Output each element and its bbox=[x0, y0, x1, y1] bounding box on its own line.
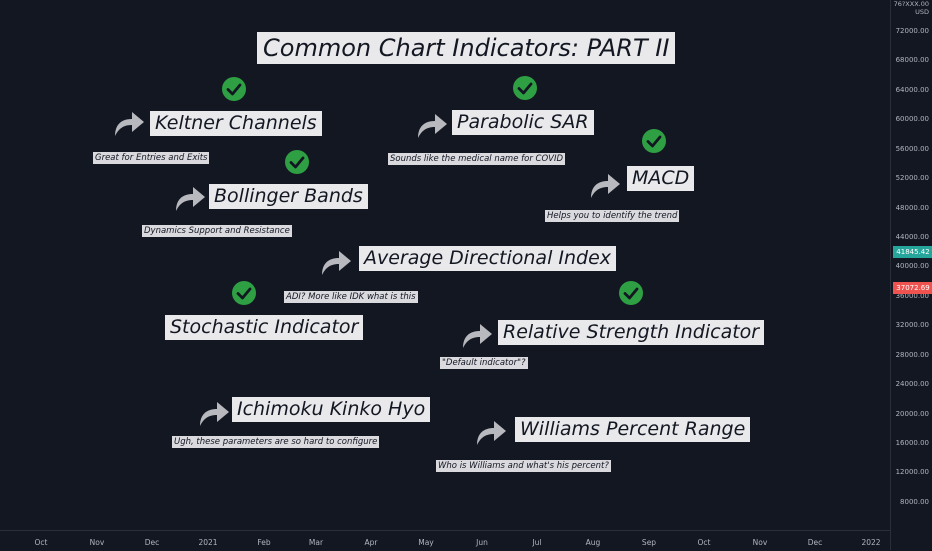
price-tick: 32000.00 bbox=[895, 321, 929, 329]
time-tick: Apr bbox=[364, 538, 378, 547]
currency-label: USD bbox=[915, 8, 929, 16]
price-tick: 64000.00 bbox=[895, 86, 929, 94]
time-tick: May bbox=[418, 538, 434, 547]
curved-arrow-icon bbox=[418, 114, 447, 138]
time-tick: Dec bbox=[807, 538, 823, 547]
time-tick: Feb bbox=[257, 538, 271, 547]
indicator-ichimoku-kinko-hyo: Ichimoku Kinko Hyo bbox=[232, 397, 431, 422]
indicator-macd: MACD bbox=[627, 166, 695, 191]
time-axis[interactable]: Oct Nov Dec 2021 Feb Mar Apr May Jun Jul… bbox=[0, 530, 890, 551]
time-tick: Oct bbox=[697, 538, 711, 547]
price-axis-top-label: 76?XXX.00 bbox=[893, 0, 929, 8]
indicator-average-directional-index: Average Directional Index bbox=[359, 246, 617, 271]
time-tick: 2021 bbox=[198, 538, 218, 547]
indicator-williams-percent-range: Williams Percent Range bbox=[515, 417, 751, 442]
note-ichimoku-kinko-hyo: Ugh, these parameters are so hard to con… bbox=[172, 436, 380, 448]
note-macd: Helps you to identify the trend bbox=[545, 210, 680, 222]
curved-arrow-icon bbox=[322, 251, 351, 275]
indicator-parabolic-sar: Parabolic SAR bbox=[452, 110, 594, 135]
time-tick: Mar bbox=[308, 538, 324, 547]
price-tick: 12000.00 bbox=[895, 468, 929, 476]
price-tick: 24000.00 bbox=[895, 380, 929, 388]
chart-area[interactable]: Common Chart Indicators: PART II Keltner… bbox=[0, 0, 890, 530]
check-circle-icon bbox=[642, 129, 666, 153]
time-tick: 2022 bbox=[861, 538, 881, 547]
last-price-badge: 41845.42 bbox=[893, 246, 932, 258]
price-tick: 36000.00 bbox=[895, 292, 929, 300]
price-tick: 40000.00 bbox=[895, 262, 929, 270]
indicator-relative-strength: Relative Strength Indicator bbox=[498, 320, 765, 345]
price-tick: 68000.00 bbox=[895, 56, 929, 64]
time-tick: Nov bbox=[89, 538, 105, 547]
note-keltner-channels: Great for Entries and Exits bbox=[93, 152, 210, 164]
price-tick: 44000.00 bbox=[895, 233, 929, 241]
price-tick: 16000.00 bbox=[895, 439, 929, 447]
price-tick: 20000.00 bbox=[895, 410, 929, 418]
time-tick: Nov bbox=[752, 538, 768, 547]
note-parabolic-sar: Sounds like the medical name for COVID bbox=[388, 153, 566, 165]
price-line-badge: 37072.69 bbox=[893, 282, 932, 294]
price-tick: 52000.00 bbox=[895, 174, 929, 182]
indicator-bollinger-bands: Bollinger Bands bbox=[209, 184, 368, 209]
curved-arrow-icon bbox=[176, 187, 205, 211]
curved-arrow-icon bbox=[200, 402, 229, 426]
time-tick: Aug bbox=[585, 538, 601, 547]
note-average-directional-index: ADI? More like IDK what is this bbox=[284, 291, 418, 303]
price-tick: 48000.00 bbox=[895, 204, 929, 212]
note-bollinger-bands: Dynamics Support and Resistance bbox=[142, 225, 292, 237]
note-relative-strength: "Default indicator"? bbox=[440, 357, 528, 369]
curved-arrow-icon bbox=[463, 324, 492, 348]
price-tick: 72000.00 bbox=[895, 27, 929, 35]
check-circle-icon bbox=[222, 77, 246, 101]
price-tick: 56000.00 bbox=[895, 145, 929, 153]
price-tick: 8000.00 bbox=[900, 498, 929, 506]
time-tick: Dec bbox=[144, 538, 160, 547]
check-circle-icon bbox=[513, 76, 537, 100]
check-circle-icon bbox=[619, 281, 643, 305]
price-tick: 28000.00 bbox=[895, 351, 929, 359]
check-circle-icon bbox=[232, 281, 256, 305]
time-tick: Jul bbox=[532, 538, 542, 547]
curved-arrow-icon bbox=[591, 174, 620, 198]
time-tick: Sep bbox=[641, 538, 657, 547]
price-axis-currency: 76?XXX.00 USD bbox=[894, 0, 929, 16]
indicator-keltner-channels: Keltner Channels bbox=[150, 111, 322, 136]
note-williams-percent-range: Who is Williams and what's his percent? bbox=[436, 460, 611, 472]
curved-arrow-icon bbox=[115, 112, 144, 136]
price-tick: 60000.00 bbox=[895, 115, 929, 123]
indicator-stochastic: Stochastic Indicator bbox=[165, 315, 364, 340]
time-tick: Oct bbox=[34, 538, 48, 547]
check-circle-icon bbox=[285, 150, 309, 174]
time-tick: Jun bbox=[476, 538, 488, 547]
curved-arrow-icon bbox=[477, 421, 506, 445]
price-axis[interactable]: 76?XXX.00 USD 72000.00 68000.00 64000.00… bbox=[890, 0, 932, 550]
page-title: Common Chart Indicators: PART II bbox=[257, 32, 676, 64]
